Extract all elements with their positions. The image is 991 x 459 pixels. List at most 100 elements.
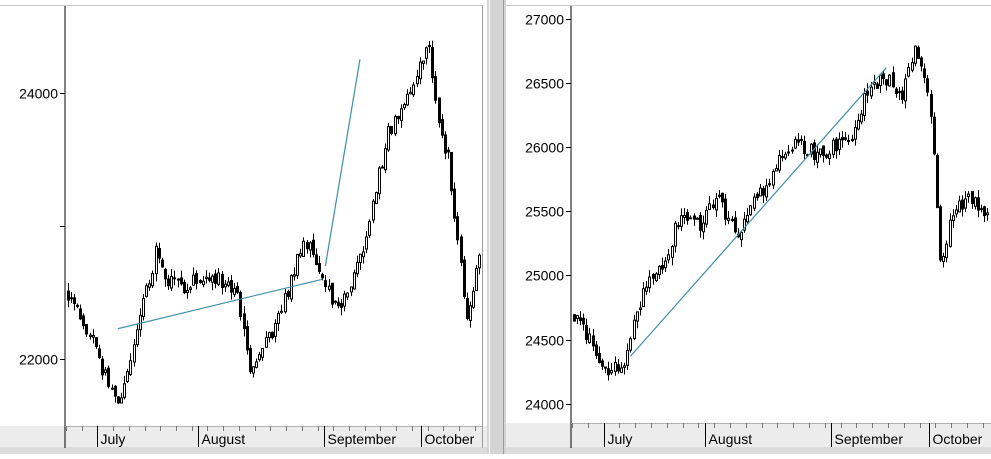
candle — [699, 212, 702, 238]
candle — [321, 272, 324, 281]
candle — [696, 217, 699, 220]
candle — [431, 40, 434, 83]
candle — [183, 279, 186, 295]
candle — [756, 192, 759, 201]
candle — [428, 41, 431, 53]
candle — [854, 120, 857, 146]
candle — [888, 74, 891, 87]
candle — [478, 253, 481, 275]
candle — [797, 132, 800, 147]
candle — [914, 45, 917, 67]
candle — [778, 149, 781, 173]
candle — [148, 279, 151, 291]
candle — [579, 311, 582, 326]
candle — [79, 304, 82, 321]
trendline[interactable] — [629, 67, 887, 357]
candle — [252, 366, 255, 378]
candle — [173, 270, 176, 286]
candle — [585, 318, 588, 345]
y-tick-label: 24500 — [525, 333, 564, 349]
candle — [949, 213, 952, 248]
candle — [762, 185, 765, 203]
candle — [312, 233, 315, 258]
candle — [775, 164, 778, 172]
candle — [227, 276, 230, 288]
candle — [841, 131, 844, 148]
candle — [652, 273, 655, 285]
candle — [337, 297, 340, 309]
candle — [255, 358, 258, 369]
candle — [787, 145, 790, 157]
candle — [598, 346, 601, 364]
candle — [592, 329, 595, 352]
candle — [89, 332, 92, 340]
candle — [986, 207, 989, 221]
month-label: August — [202, 431, 246, 447]
candle — [164, 267, 167, 287]
candle — [306, 240, 309, 254]
trendline[interactable] — [324, 59, 361, 267]
candle — [708, 195, 711, 211]
candle — [419, 57, 422, 85]
month-label: September — [328, 431, 397, 447]
candle — [387, 122, 390, 152]
candle — [353, 269, 356, 290]
panel-splitter[interactable] — [487, 0, 506, 454]
candle — [623, 362, 626, 375]
candle — [158, 242, 161, 264]
candle — [768, 178, 771, 188]
candle — [930, 90, 933, 124]
candle — [460, 234, 463, 267]
candle — [129, 353, 132, 376]
candle — [629, 336, 632, 353]
candle — [939, 204, 942, 262]
candle — [813, 139, 816, 166]
candle — [422, 60, 425, 70]
candle — [911, 57, 914, 73]
candle — [453, 182, 456, 222]
candle — [205, 270, 208, 284]
candle — [177, 278, 180, 288]
candle — [73, 293, 76, 311]
candle — [847, 134, 850, 146]
candle — [980, 204, 983, 213]
candle — [686, 209, 689, 225]
candle — [658, 264, 661, 279]
candle — [974, 196, 977, 210]
candle — [743, 211, 746, 233]
y-tick-label: 24000 — [19, 86, 58, 102]
candle — [195, 270, 198, 290]
candle — [239, 290, 242, 321]
candle — [469, 301, 472, 328]
candle — [740, 231, 743, 247]
candle — [192, 267, 195, 286]
candle — [576, 314, 579, 325]
candle — [639, 301, 642, 316]
candle — [290, 274, 293, 303]
candle — [942, 252, 945, 268]
candle — [67, 282, 70, 308]
candle — [230, 274, 233, 300]
y-tick-label: 25500 — [525, 204, 564, 220]
candle — [851, 134, 854, 142]
month-label: October — [425, 431, 475, 447]
candle — [620, 362, 623, 374]
candle — [123, 375, 126, 400]
candle — [249, 344, 252, 375]
trendline[interactable] — [117, 278, 323, 330]
candle — [438, 97, 441, 128]
candle — [403, 102, 406, 110]
candle — [964, 191, 967, 212]
candle — [475, 265, 478, 292]
candle — [617, 358, 620, 374]
candle — [746, 207, 749, 224]
candle — [274, 319, 277, 343]
candle — [384, 143, 387, 174]
candle — [293, 267, 296, 281]
candle — [955, 204, 958, 218]
candle — [92, 329, 95, 344]
candle — [800, 135, 803, 146]
candle — [356, 255, 359, 278]
candle — [895, 87, 898, 98]
month-label: July — [101, 431, 126, 447]
